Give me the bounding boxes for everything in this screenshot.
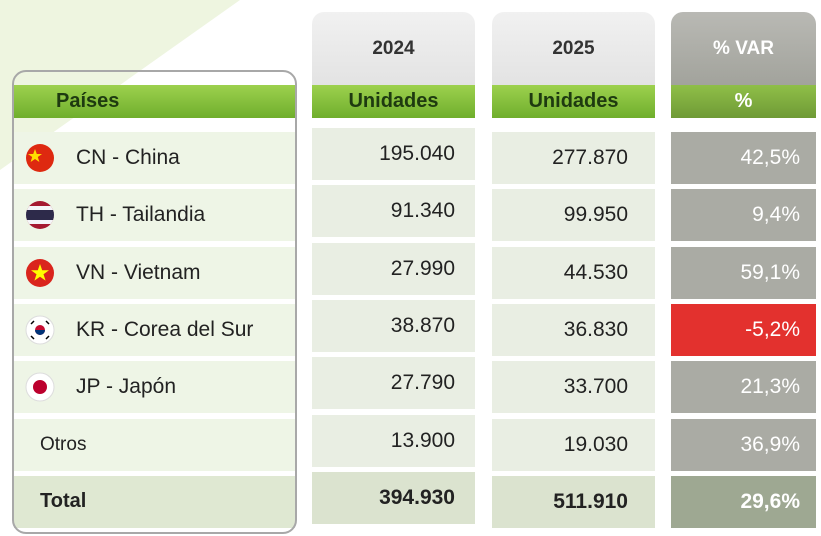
flag xyxy=(25,258,55,288)
row-bg xyxy=(14,475,295,528)
value-2024: 27.990 xyxy=(312,242,475,295)
subheader: % xyxy=(671,85,816,118)
value-2024: 195.040 xyxy=(312,128,475,180)
country: JP - Japón xyxy=(76,375,177,399)
flag-icon xyxy=(26,144,54,172)
country-frame xyxy=(12,70,297,534)
value-2025: 36.830 xyxy=(492,303,655,356)
value-var: 42,5% xyxy=(671,132,816,184)
value-var: 29,6% xyxy=(671,475,816,528)
subheader: Unidades xyxy=(312,85,475,118)
flag xyxy=(25,200,55,230)
value-2024: 13.900 xyxy=(312,414,475,467)
value-2025: 44.530 xyxy=(492,246,655,299)
flag xyxy=(25,315,55,345)
row-bg xyxy=(14,132,295,184)
flag xyxy=(25,372,55,402)
row-bg xyxy=(14,418,295,471)
year-header: 2024 xyxy=(312,12,475,85)
country: Otros xyxy=(40,433,87,455)
value-var: 9,4% xyxy=(671,189,816,242)
value-2025: 19.030 xyxy=(492,418,655,471)
value-2025: 511.910 xyxy=(492,475,655,528)
value-2025: 33.700 xyxy=(492,361,655,414)
var-header: % VAR xyxy=(671,12,816,85)
value-2025: 99.950 xyxy=(492,189,655,242)
subheader: Unidades xyxy=(492,85,655,118)
value-var: 21,3% xyxy=(671,361,816,414)
flag-icon xyxy=(25,372,55,402)
country: VN - Vietnam xyxy=(76,260,201,284)
value-2025: 277.870 xyxy=(492,132,655,184)
country: KR - Corea del Sur xyxy=(76,317,254,341)
value-2024: 27.790 xyxy=(312,357,475,410)
flag-icon xyxy=(26,258,54,287)
country: TH - Tailandia xyxy=(76,203,206,227)
value-var: 36,9% xyxy=(671,418,816,471)
row-bg xyxy=(14,246,295,299)
row-bg xyxy=(14,189,295,242)
year-header: 2025 xyxy=(492,12,655,85)
flag-icon xyxy=(25,315,55,345)
value-2024: 38.870 xyxy=(312,299,475,352)
country: CN - China xyxy=(76,146,180,169)
subheader: Países xyxy=(12,85,297,118)
value-2024: 394.930 xyxy=(312,471,475,524)
flag xyxy=(25,143,55,173)
value-var: -5,2% xyxy=(671,303,816,356)
row-bg xyxy=(14,303,295,356)
value-2024: 91.340 xyxy=(312,185,475,238)
flag-icon xyxy=(26,201,54,230)
country: Total xyxy=(40,490,87,513)
value-var: 59,1% xyxy=(671,246,816,299)
row-bg xyxy=(14,361,295,414)
